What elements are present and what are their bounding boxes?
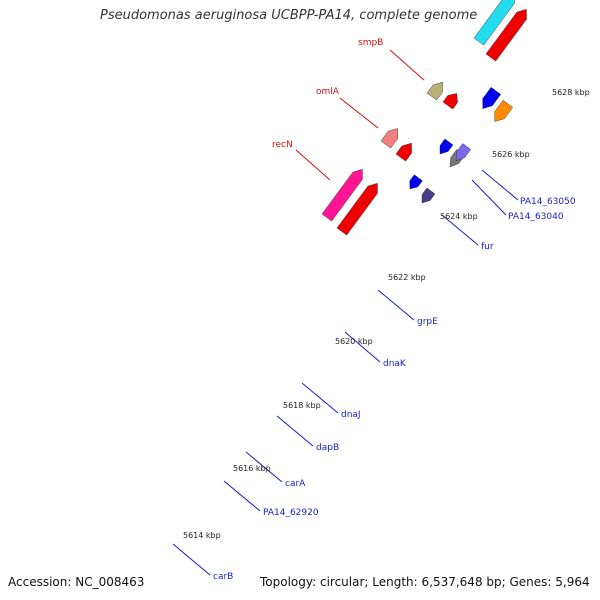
leader-line <box>441 214 479 246</box>
gene-smpB-alt[interactable] <box>442 93 458 110</box>
leader-line <box>295 149 331 181</box>
gene-fur[interactable] <box>409 174 423 190</box>
leader-line <box>301 382 339 414</box>
leader-line <box>481 169 519 201</box>
scale-label: 5626 kbp <box>492 150 530 159</box>
scale-label: 5628 kbp <box>552 88 590 97</box>
gene-label-fur[interactable]: fur <box>481 242 494 252</box>
genome-summary-text: Topology: circular; Length: 6,537,648 bp… <box>260 575 590 589</box>
gene-label-recn[interactable]: recN <box>272 140 293 150</box>
gene-top-cyan[interactable] <box>473 0 515 46</box>
leader-line <box>223 480 261 512</box>
gene-label-pa14-62920[interactable]: PA14_62920 <box>263 508 319 518</box>
gene-label-grpe[interactable]: grpE <box>417 317 438 327</box>
leader-line <box>377 289 415 321</box>
gene-label-smpb[interactable]: smpB <box>358 38 383 48</box>
gene-label-dapb[interactable]: dapB <box>316 443 339 453</box>
leader-line <box>276 415 314 447</box>
labels: 5614 kbp 5616 kbp 5618 kbp 5620 kbp 5622 kbp… <box>183 38 590 582</box>
gene-recN[interactable] <box>321 169 363 222</box>
gene-label-dnaj[interactable]: dnaJ <box>341 410 361 420</box>
scale-label: 5624 kbp <box>440 212 478 221</box>
gene-label-pa14-63050[interactable]: PA14_63050 <box>520 197 576 207</box>
gene-features <box>321 0 527 236</box>
scale-label: 5622 kbp <box>388 273 426 282</box>
leader-line <box>344 331 381 363</box>
gene-fwd-top[interactable] <box>485 9 527 62</box>
gene-omlA[interactable] <box>380 128 399 149</box>
gene-label-dnak[interactable]: dnaK <box>383 359 407 369</box>
gene-PA14-63050[interactable] <box>439 138 454 155</box>
scale-label: 5620 kbp <box>335 337 373 346</box>
gene-recN-alt[interactable] <box>336 183 378 236</box>
scale-label: 5618 kbp <box>283 401 321 410</box>
gene-smpB[interactable] <box>426 81 443 101</box>
leader-line <box>471 179 507 216</box>
gene-label-pa14-63040[interactable]: PA14_63040 <box>508 212 564 222</box>
map-title: Pseudomonas aeruginosa UCBPP-PA14, compl… <box>100 8 478 23</box>
gene-label-omla[interactable]: omlA <box>316 87 340 97</box>
gene-fur-mark[interactable] <box>421 187 436 204</box>
gene-right-1[interactable] <box>482 87 501 109</box>
gene-omlA-alt[interactable] <box>395 142 412 162</box>
leader-line <box>245 451 283 483</box>
gene-label-carb[interactable]: carB <box>213 572 233 582</box>
leader-line <box>339 97 379 129</box>
leader-line <box>172 543 211 576</box>
label-leaders <box>172 49 519 576</box>
gene-right-2[interactable] <box>494 100 513 122</box>
leader-line <box>389 49 425 81</box>
gene-PA14-63040[interactable] <box>455 143 471 162</box>
scale-label: 5614 kbp <box>183 531 221 540</box>
accession-text: Accession: NC_008463 <box>8 575 145 589</box>
gene-label-cara[interactable]: carA <box>285 479 306 489</box>
scale-label: 5616 kbp <box>233 464 271 473</box>
